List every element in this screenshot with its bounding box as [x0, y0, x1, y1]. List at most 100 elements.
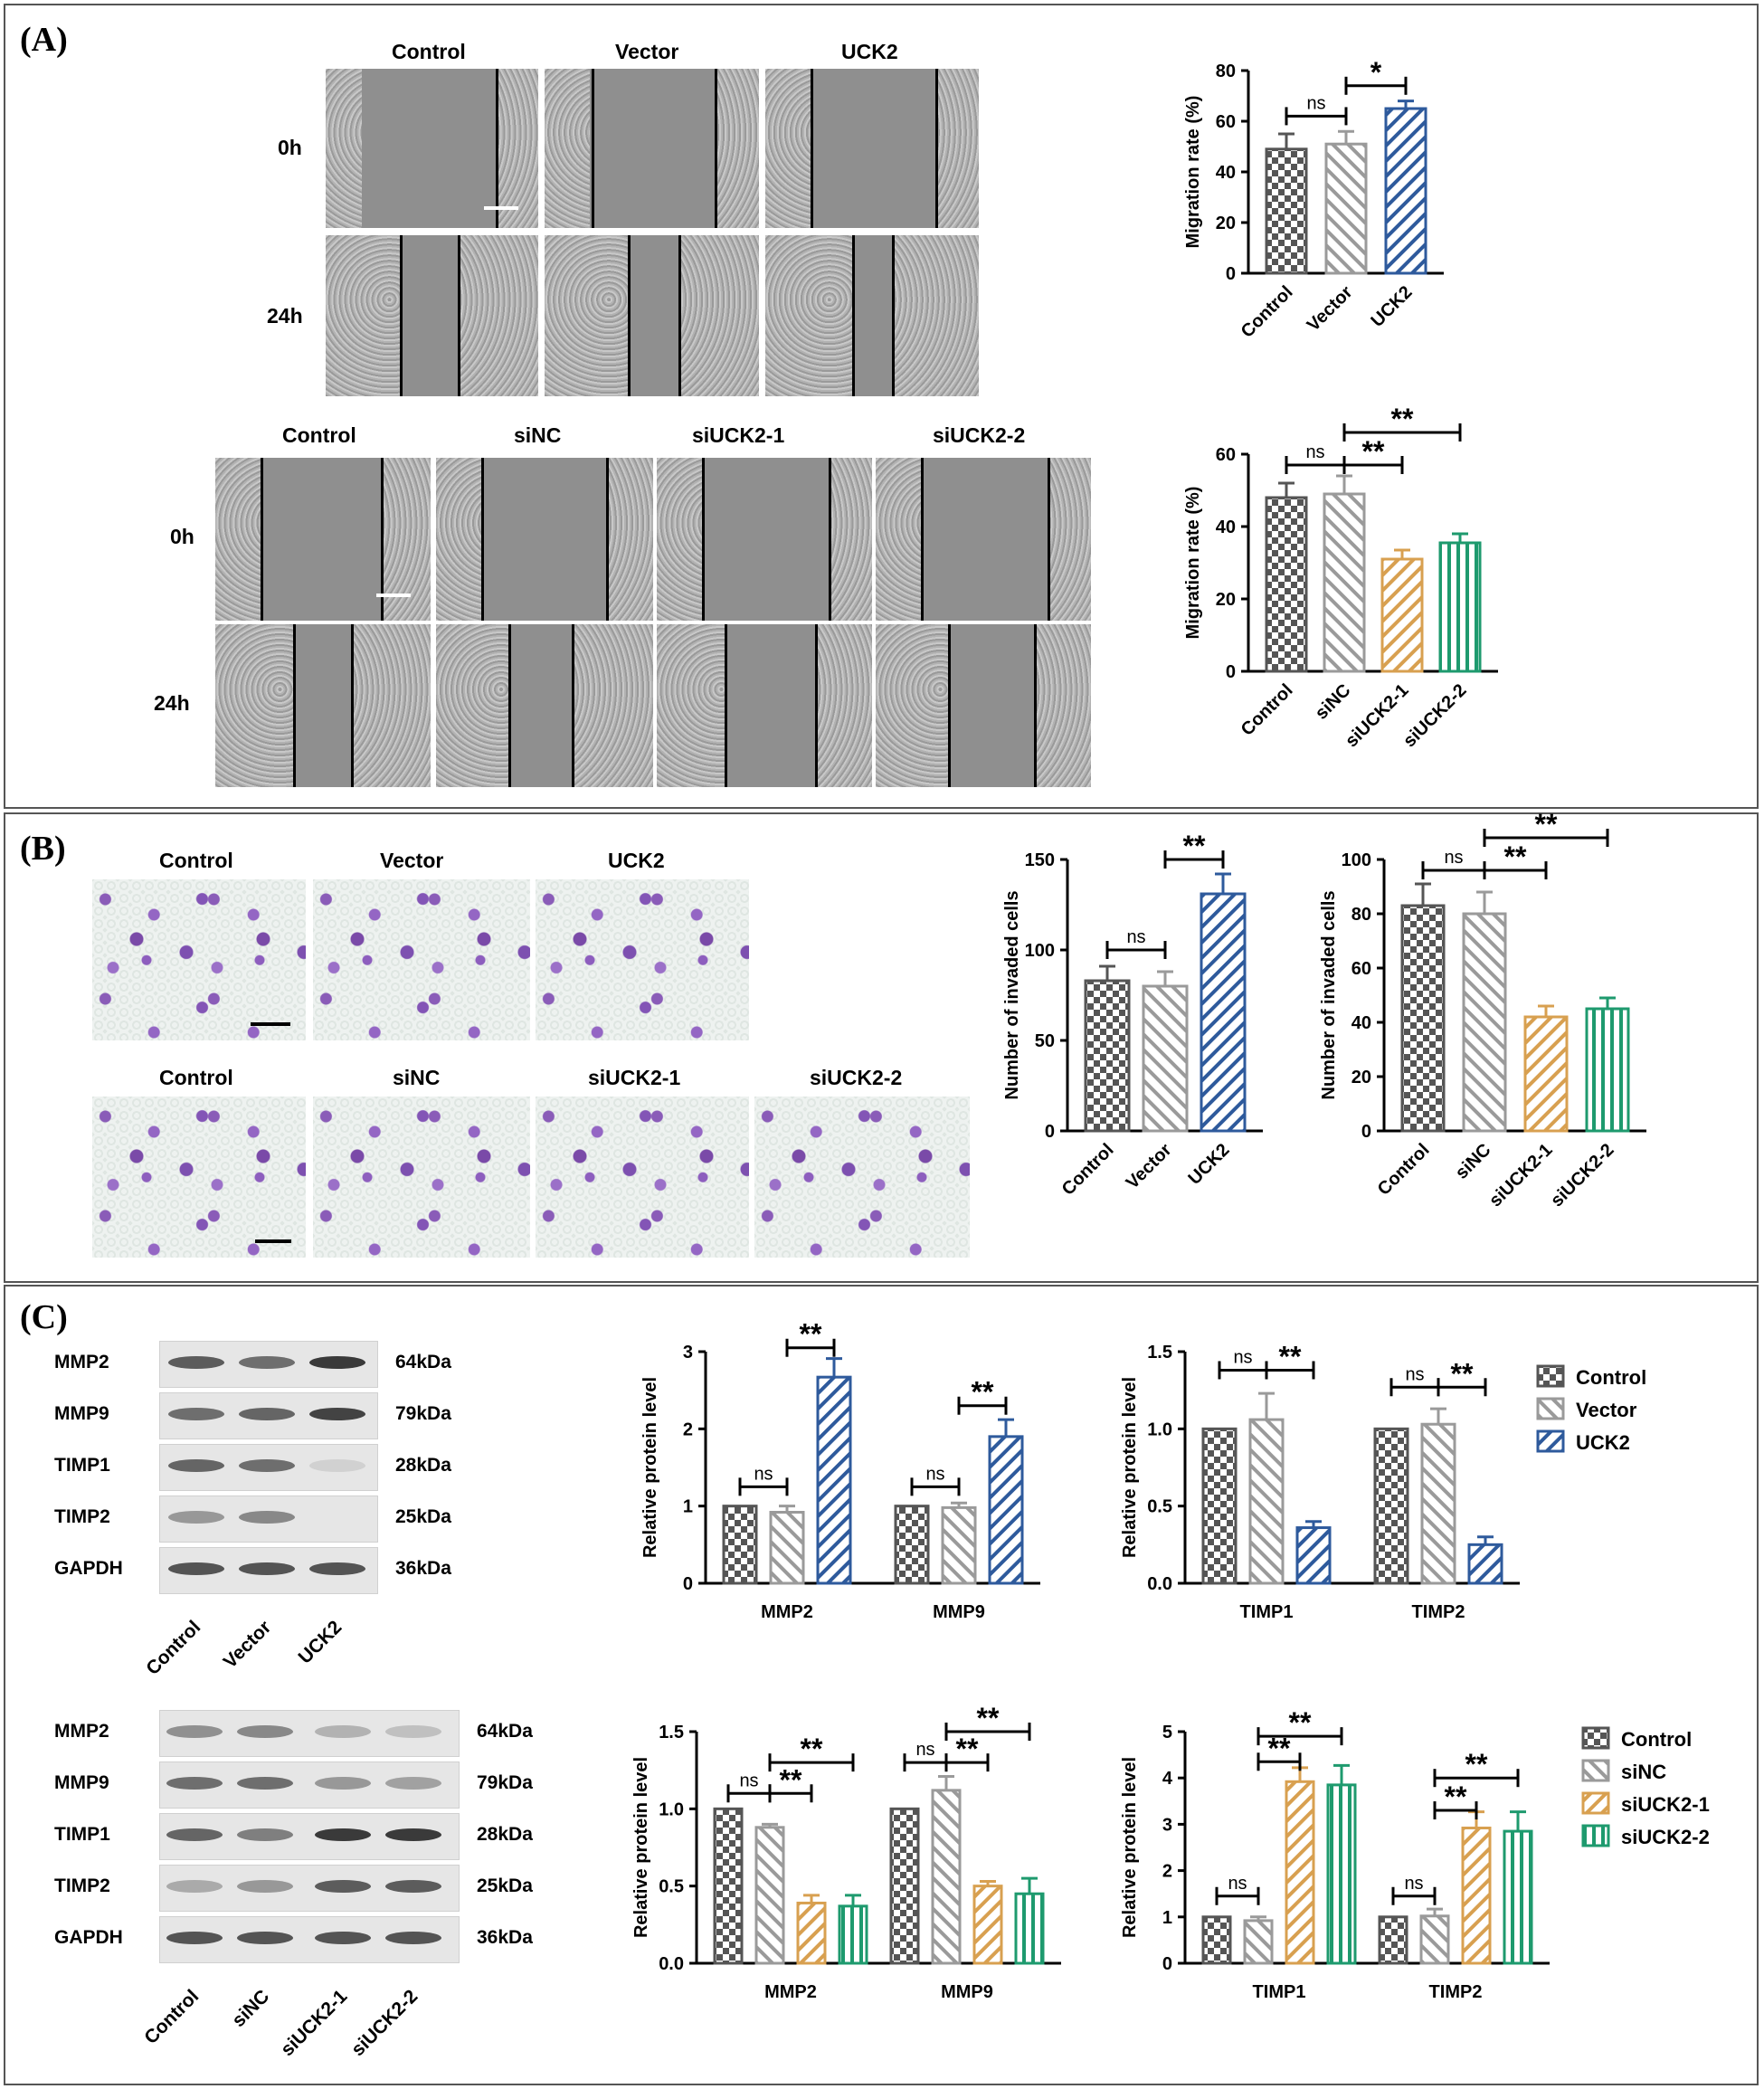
y-axis-label: Relative protein level [1120, 1377, 1140, 1558]
bar [1201, 1427, 1238, 1585]
panel-b-label: (B) [20, 830, 66, 868]
a-bot-col-label: siUCK2-2 [933, 423, 1026, 447]
bar [941, 1505, 977, 1585]
y-tick-label: 40 [1216, 163, 1236, 183]
y-tick-label: 1.5 [659, 1723, 684, 1742]
blot-protein-label: TIMP2 [54, 1506, 110, 1527]
protein-chart-mmp-knockdown: 0.0 0.5 1.0 1.5 Relative protein level MMP2 MM… [631, 1702, 1061, 2002]
wound-image [876, 458, 1091, 621]
blot-band [385, 1932, 441, 1944]
y-tick-label: 150 [1025, 850, 1055, 870]
blot-band [166, 1880, 223, 1893]
blot-protein-label: MMP2 [54, 1721, 109, 1742]
significance-label: ** [1362, 435, 1385, 468]
x-tick-label: siUCK2-1 [1485, 1140, 1556, 1211]
legend-swatch [1581, 1726, 1610, 1750]
y-tick-label: 4 [1162, 1769, 1173, 1789]
legend-label: Vector [1576, 1399, 1637, 1421]
migration-chart-knockdown: 0 20 40 60 Migration rate (%) Control siNC siUC… [1183, 403, 1498, 751]
y-tick-label: 1.5 [1147, 1343, 1172, 1363]
y-tick-label: 1 [683, 1497, 693, 1517]
blot-band [237, 1725, 293, 1738]
bar [1462, 912, 1507, 1133]
wound-image [436, 624, 653, 787]
legend-label: siNC [1621, 1761, 1666, 1783]
legend-swatch [1581, 1824, 1610, 1847]
protein-chart-timp-overexpression: 0.0 0.5 1.0 1.5 Relative protein level TIMP1 T… [1120, 1340, 1646, 1622]
bar [1265, 147, 1308, 275]
wound-image [657, 458, 872, 621]
blot-band [239, 1562, 295, 1575]
blot-band [166, 1777, 223, 1790]
blot-size-label: 64kDa [395, 1352, 451, 1372]
blot-band [168, 1511, 224, 1524]
blot-band [315, 1880, 371, 1893]
a-bot-col-label: siNC [514, 423, 562, 447]
legend-label: siUCK2-2 [1621, 1826, 1710, 1848]
a-top-col-label: UCK2 [841, 40, 898, 63]
bar [1373, 1427, 1409, 1585]
y-axis-label: Relative protein level [1120, 1757, 1140, 1938]
significance-label: ns [1306, 93, 1325, 113]
blot-band [237, 1828, 293, 1841]
significance-label: ns [925, 1464, 944, 1484]
y-axis-label: Relative protein level [631, 1757, 651, 1938]
significance-label: ns [739, 1771, 758, 1790]
blot-band [239, 1511, 295, 1524]
bar [1201, 1915, 1232, 1965]
blot-band [309, 1408, 365, 1420]
bar [1142, 984, 1189, 1133]
blot-protein-label: MMP9 [54, 1403, 109, 1424]
y-tick-label: 0 [683, 1574, 693, 1594]
x-tick-label: MMP2 [764, 1982, 817, 2002]
a-top-row-label: 0h [278, 136, 302, 159]
x-tick-label: UCK2 [1184, 1140, 1233, 1189]
y-tick-label: 0.5 [659, 1877, 684, 1897]
wound-image [545, 235, 759, 396]
a-top-row-label: 24h [267, 304, 303, 328]
y-axis-label: Migration rate (%) [1183, 487, 1203, 640]
y-tick-label: 1.0 [659, 1799, 684, 1819]
legend-label: Control [1576, 1366, 1646, 1389]
wound-image [215, 624, 431, 787]
y-tick-label: 80 [1351, 905, 1371, 925]
y-tick-label: 60 [1216, 445, 1236, 465]
bar [1323, 492, 1366, 673]
legend-swatch [1536, 1397, 1565, 1420]
b-top-col-label: Control [159, 849, 233, 872]
blot-band [239, 1408, 295, 1420]
significance-label: ns [1444, 848, 1463, 868]
y-tick-label: 2 [683, 1420, 693, 1439]
x-tick-label: TIMP2 [1429, 1982, 1483, 2002]
transwell-image [536, 879, 749, 1040]
blot-protein-label: GAPDH [54, 1927, 123, 1948]
y-tick-label: 100 [1342, 850, 1371, 870]
bar [769, 1510, 805, 1585]
bar [972, 1885, 1003, 1965]
wound-image [436, 458, 653, 621]
significance-label: ** [800, 1318, 822, 1351]
legend-swatch [1581, 1759, 1610, 1782]
transwell-image [313, 1097, 530, 1258]
bar [754, 1826, 785, 1965]
significance-label: ** [780, 1763, 802, 1796]
significance-label: ns [754, 1464, 773, 1484]
blot-size-label: 25kDa [395, 1506, 451, 1527]
bar [1384, 107, 1427, 275]
wound-image [215, 458, 431, 621]
y-tick-label: 0.5 [1147, 1497, 1172, 1517]
significance-label: ** [1279, 1340, 1302, 1372]
y-tick-label: 0 [1226, 264, 1236, 284]
y-axis-label: Relative protein level [640, 1377, 660, 1558]
transwell-image [536, 1097, 749, 1258]
wound-image [765, 69, 979, 228]
blot-band [166, 1828, 223, 1841]
wound-image [326, 235, 538, 396]
wound-image [545, 69, 759, 228]
b-bot-col-label: Control [159, 1066, 233, 1089]
bar [894, 1505, 930, 1585]
x-tick-label: siNC [1452, 1140, 1495, 1183]
transwell-image [313, 879, 530, 1040]
legend-label: Control [1621, 1728, 1692, 1751]
blot-band [385, 1725, 441, 1738]
